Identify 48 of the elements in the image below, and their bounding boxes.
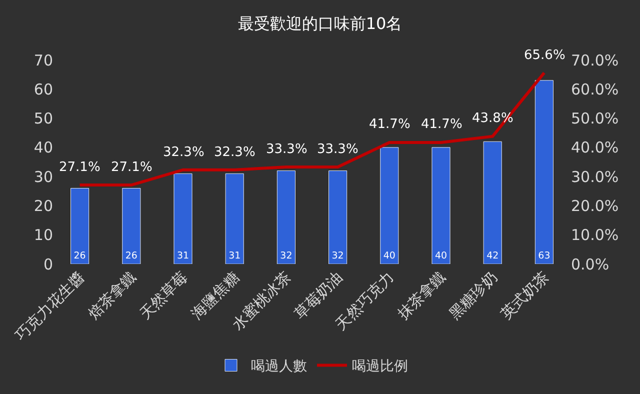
data-label: 31 [228, 250, 241, 262]
bar [483, 141, 502, 264]
bar [432, 147, 450, 264]
data-label: 40 [434, 250, 448, 262]
data-label: 42 [486, 250, 499, 262]
bar [380, 147, 399, 264]
chart-title: 最受歡迎的口味前10名 [238, 14, 402, 33]
y2-tick-label: 30.0% [571, 168, 619, 186]
y2-tick-label: 40.0% [571, 138, 619, 157]
data-label: 26 [74, 250, 86, 262]
data-label: 32 [332, 250, 344, 262]
bar [225, 173, 244, 264]
y2-tick-label: 60.0% [571, 80, 619, 98]
bar [328, 170, 348, 264]
legend-label: 喝過比例 [352, 358, 408, 375]
data-label: 32.3% [214, 145, 256, 160]
y2-tick-label: 20.0% [571, 196, 619, 215]
data-label: 31 [176, 250, 190, 262]
data-label: 33.3% [266, 142, 308, 157]
legend-label: 喝過人數 [251, 358, 307, 375]
y-tick-label: 20 [34, 196, 53, 215]
bar [276, 170, 296, 264]
data-label: 27.1% [59, 160, 100, 175]
y-tick-label: 10 [34, 226, 53, 244]
data-label: 27.1% [111, 160, 152, 175]
data-label: 32.3% [163, 145, 204, 160]
data-label: 33.3% [317, 142, 358, 157]
y2-tick-label: 50.0% [571, 110, 619, 128]
data-label: 41.7% [421, 117, 462, 132]
y-tick-label: 30 [34, 168, 53, 186]
data-label: 26 [125, 250, 138, 262]
bar [70, 188, 90, 264]
y-tick-label: 70 [34, 51, 53, 70]
data-label: 65.6% [524, 48, 566, 63]
y-tick-label: 50 [34, 110, 53, 128]
y-tick-label: 0 [43, 255, 53, 274]
y2-tick-label: 10.0% [571, 226, 619, 244]
y2-tick-label: 0.0% [571, 255, 610, 274]
data-label: 63 [538, 250, 550, 262]
y-tick-label: 60 [34, 80, 53, 98]
data-label: 32 [280, 250, 292, 262]
data-label: 40 [383, 250, 396, 262]
data-label: 41.7% [369, 117, 410, 132]
bar [534, 80, 554, 264]
y-tick-label: 40 [34, 138, 53, 157]
bar [174, 173, 192, 264]
y2-tick-label: 70.0% [571, 51, 619, 70]
bar [122, 188, 141, 264]
